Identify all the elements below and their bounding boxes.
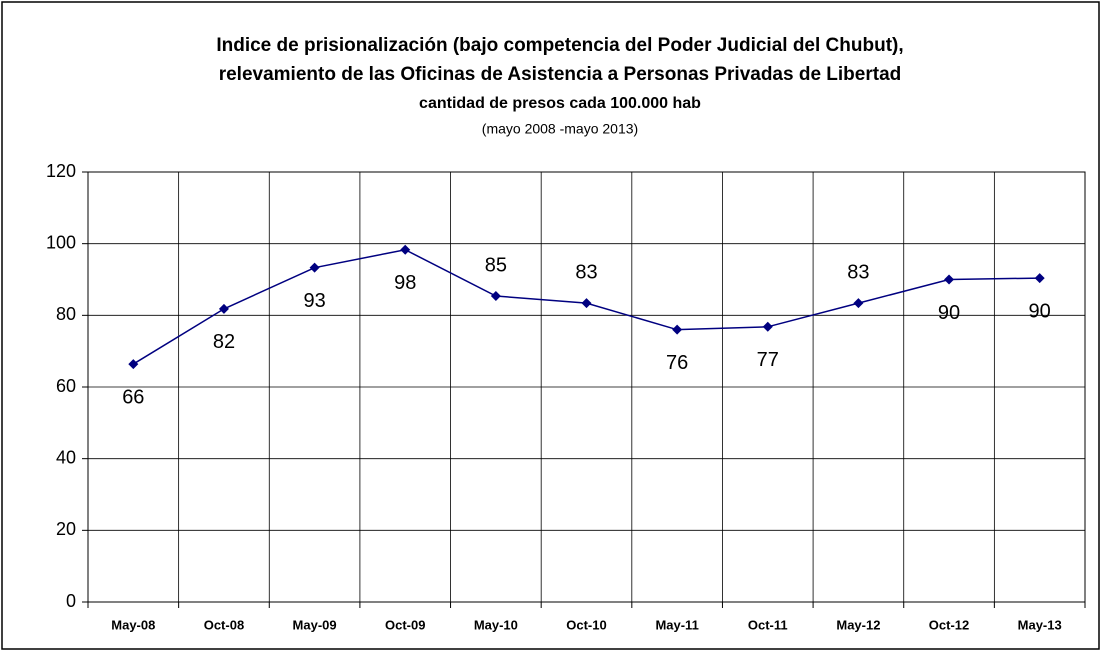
data-label: 83 xyxy=(575,261,597,283)
data-label: 93 xyxy=(303,290,325,312)
x-tick-label: Oct-09 xyxy=(385,617,425,632)
x-tick-label: May-09 xyxy=(293,617,337,632)
data-label: 90 xyxy=(1029,300,1051,322)
data-label: 85 xyxy=(485,254,507,276)
y-tick-label: 100 xyxy=(46,232,76,252)
chart-subtitle: cantidad de presos cada 100.000 hab xyxy=(419,95,701,112)
point xyxy=(490,290,501,301)
point xyxy=(762,321,773,332)
point xyxy=(853,298,864,309)
x-tick-label: May-13 xyxy=(1018,617,1062,632)
data-label: 98 xyxy=(394,272,416,294)
x-tick-label: Oct-11 xyxy=(748,617,788,632)
point xyxy=(400,244,411,255)
data-label: 66 xyxy=(122,386,144,408)
y-tick-label: 0 xyxy=(66,591,76,611)
point xyxy=(309,262,320,273)
y-tick-label: 80 xyxy=(56,304,76,324)
y-tick-label: 20 xyxy=(56,519,76,539)
point xyxy=(672,324,683,335)
data-label: 76 xyxy=(666,352,688,374)
chart-title: Indice de prisionalización (bajo compete… xyxy=(216,35,903,56)
data-label: 90 xyxy=(938,302,960,324)
data-label: 82 xyxy=(213,331,235,353)
x-tick-label: May-10 xyxy=(474,617,518,632)
point xyxy=(1034,273,1045,284)
x-tick-label: Oct-10 xyxy=(566,617,606,632)
y-tick-label: 120 xyxy=(46,161,76,181)
x-tick-label: May-12 xyxy=(836,617,880,632)
y-tick-label: 60 xyxy=(56,376,76,396)
x-tick-label: May-11 xyxy=(655,617,698,632)
chart-title: relevamiento de las Oficinas de Asistenc… xyxy=(219,64,902,85)
x-tick-label: May-08 xyxy=(111,617,155,632)
data-label: 83 xyxy=(847,261,869,283)
x-tick-label: Oct-12 xyxy=(929,617,969,632)
data-label: 77 xyxy=(757,349,779,371)
chart-note: (mayo 2008 -mayo 2013) xyxy=(482,121,638,137)
point xyxy=(218,303,229,314)
point xyxy=(581,298,592,309)
point xyxy=(128,359,139,370)
x-tick-label: Oct-08 xyxy=(204,617,244,632)
point xyxy=(944,274,955,285)
y-tick-label: 40 xyxy=(56,447,76,467)
